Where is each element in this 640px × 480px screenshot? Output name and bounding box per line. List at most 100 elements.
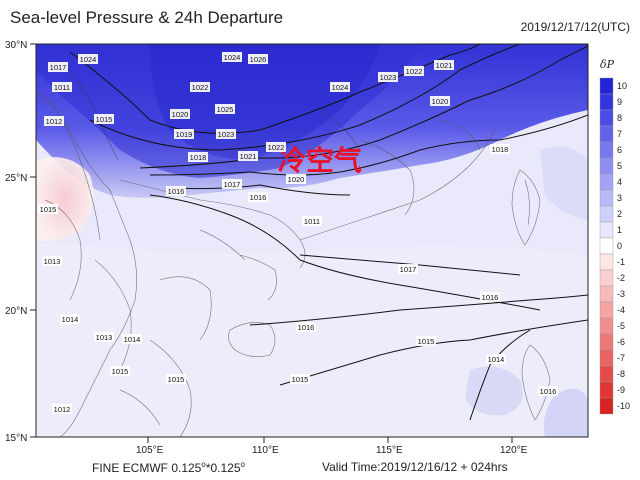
page-title: Sea-level Pressure & 24h Departure [10, 8, 284, 27]
legend-label: -2 [617, 273, 625, 283]
legend-title: δP [600, 58, 615, 71]
isobar-1022 [89, 44, 521, 151]
legend-swatch [599, 93, 614, 111]
lat-label-25: 25°N [5, 173, 27, 184]
legend-swatch [599, 381, 614, 399]
isobar-label: 1013 [42, 256, 62, 266]
isobar-1017 [169, 184, 351, 196]
legend-label: -7 [617, 353, 625, 363]
isobar-label: 1026 [248, 54, 268, 64]
legend-label: 8 [617, 113, 622, 123]
legend-label: 7 [617, 129, 622, 139]
legend-swatch [599, 221, 614, 239]
svg-text:1015: 1015 [96, 115, 113, 124]
legend-swatch [599, 349, 614, 367]
lat-label-15: 15°N [5, 433, 27, 444]
legend-swatch [599, 125, 614, 143]
isobar-label: 1015 [290, 374, 310, 384]
svg-text:1011: 1011 [304, 217, 320, 226]
isobar-label: 1021 [238, 151, 258, 161]
svg-text:1015: 1015 [292, 375, 309, 384]
legend-swatch [599, 333, 614, 351]
isobar-label: 1022 [190, 82, 210, 92]
svg-text:1019: 1019 [176, 130, 193, 139]
svg-text:1011: 1011 [54, 83, 70, 92]
isobar-label: 1024 [222, 52, 242, 62]
legend-swatch [599, 269, 614, 287]
isobar-1014 [469, 329, 531, 421]
legend-label: 4 [617, 177, 622, 187]
isobar-label: 1014 [60, 314, 80, 324]
degree-sup-2: o [240, 460, 245, 469]
isobar-label: 1024 [330, 82, 350, 92]
svg-text:1022: 1022 [192, 83, 209, 92]
isobar-label: 1023 [378, 72, 398, 82]
svg-text:1015: 1015 [168, 375, 185, 384]
isobar-label: 1016 [480, 292, 500, 302]
legend-swatch [599, 285, 614, 303]
svg-text:1023: 1023 [218, 130, 235, 139]
svg-text:1015: 1015 [112, 367, 129, 376]
legend-swatch [599, 301, 614, 319]
isobar-label: 1011 [302, 216, 322, 226]
svg-text:1017: 1017 [50, 63, 67, 72]
legend-label: 0 [617, 241, 622, 251]
legend-swatch [599, 173, 614, 191]
legend-swatch [599, 157, 614, 175]
legend-label: 5 [617, 161, 622, 171]
isobar-1024 [69, 44, 481, 134]
svg-text:1017: 1017 [224, 180, 241, 189]
legend-swatch [599, 397, 614, 415]
isobar-label: 1018 [490, 144, 510, 154]
legend-label: -10 [617, 401, 630, 411]
legend-label: -5 [617, 321, 625, 331]
svg-text:1022: 1022 [406, 67, 423, 76]
svg-text:1023: 1023 [380, 73, 397, 82]
svg-text:1026: 1026 [250, 55, 267, 64]
map-frame [35, 43, 589, 438]
isobar-1016 [149, 194, 541, 311]
legend-swatch [599, 365, 614, 383]
svg-text:1012: 1012 [54, 405, 71, 414]
svg-text:1022: 1022 [268, 143, 285, 152]
legend-swatch [599, 237, 614, 255]
legend-label: 2 [617, 209, 622, 219]
legend-swatch [599, 317, 614, 335]
timestamp: 2019/12/17/12(UTC) [520, 20, 630, 34]
legend-label: -1 [617, 257, 625, 267]
svg-text:1025: 1025 [217, 105, 234, 114]
isobar-label: 1014 [486, 354, 506, 364]
svg-text:1016: 1016 [540, 387, 557, 396]
isobar-label: 1011 [52, 82, 72, 92]
isobar-label: 1017 [398, 264, 418, 274]
legend-swatch [599, 253, 614, 271]
svg-text:1014: 1014 [488, 355, 505, 364]
legend-swatch [599, 189, 614, 207]
svg-text:1016: 1016 [168, 187, 185, 196]
legend-label: 3 [617, 193, 622, 203]
svg-text:1018: 1018 [190, 153, 207, 162]
svg-text:1016: 1016 [250, 193, 267, 202]
svg-text:1016: 1016 [482, 293, 499, 302]
isobar-label: 1015 [38, 204, 58, 214]
isobar-1016b [249, 294, 588, 326]
isobar-label: 1012 [44, 116, 64, 126]
svg-text:1021: 1021 [240, 152, 257, 161]
svg-text:1015: 1015 [418, 337, 435, 346]
lon-label-120: 120°E [500, 445, 528, 456]
lat-label-20: 20°N [5, 306, 27, 317]
isobar-label: 1015 [166, 374, 186, 384]
isobar-label: 1021 [434, 60, 454, 70]
svg-text:1020: 1020 [288, 175, 305, 184]
svg-text:1016: 1016 [298, 323, 315, 332]
isobar-label: 1012 [52, 404, 72, 414]
svg-text:1020: 1020 [172, 110, 189, 119]
isobar-label: 1016 [296, 322, 316, 332]
isobar-label: 1019 [174, 129, 194, 139]
isobar-label: 1024 [78, 54, 98, 64]
lon-label-105: 105°E [136, 445, 164, 456]
svg-text:1014: 1014 [62, 315, 79, 324]
isobar-label: 1015 [110, 366, 130, 376]
svg-text:1020: 1020 [432, 97, 449, 106]
